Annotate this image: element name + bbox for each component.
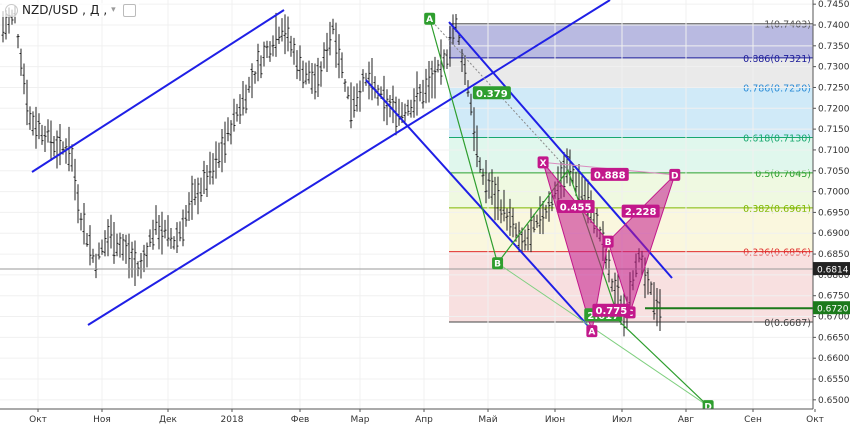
fib-zone [449,137,813,173]
price-axis-bg [813,0,850,426]
price-tick-label: 0.7250 [818,83,850,93]
price-axis[interactable]: 0.7450 0.7400 0.7350 0.7300 0.7250 0.7200 0.71… [812,0,850,426]
square-settings-icon[interactable] [122,3,136,17]
ratio-label: 0.379 [476,89,508,100]
pattern-point-marker [537,156,549,169]
fib-level-label: 0.382(0.6961) [743,204,811,215]
ratio-label-box [472,86,511,100]
abcd-connector [497,262,709,407]
time-tick-label: Май [478,415,497,425]
time-tick-label: Ноя [93,415,111,425]
timeframe[interactable]: Д [89,3,100,17]
price-tick-label: 0.7050 [818,167,850,177]
price-tick-label: 0.6650 [818,333,850,343]
price-tick-label: 0.7150 [818,125,850,135]
time-tick-label: Июн [545,415,565,425]
price-tick-label: 0.7450 [818,0,850,10]
fib-level-label: 0.886(0.7321) [743,54,811,65]
current-price-badge [813,262,850,276]
fib-level-label: 0.5(0.7045) [755,169,811,180]
pattern-point-label: D [704,403,711,413]
price-tick-label: 0.6500 [818,396,850,406]
pattern-point-label: A [426,15,433,25]
time-tick-label: Мар [351,415,370,425]
time-tick-label: Сен [744,415,762,425]
time-tick-label: Фев [291,415,310,425]
trend-line [365,79,591,329]
pattern-point-label: X [540,159,547,169]
trend-line [31,9,285,173]
pattern-point-marker [669,168,681,181]
time-tick-label: 2018 [221,415,244,425]
level-price-badge [813,301,850,315]
pattern-point-marker [586,325,598,338]
time-tick-label: Авг [678,415,694,425]
pattern-point-label: B [605,238,612,248]
fib-level-label: 0.618(0.7130) [743,133,811,144]
chevron-down-icon[interactable]: ▾ [111,5,116,15]
time-axis-bg [0,409,850,426]
fib-level-label: 0(0.6687) [764,318,811,329]
pattern-point-marker [492,257,504,270]
pattern-point-label: A [588,328,595,338]
ratio-label-box [556,199,595,213]
price-tick-label: 0.7100 [818,146,850,156]
ratio-label-box [592,303,631,317]
price-tick-label: 0.6900 [818,229,850,239]
current-price-label: 0.6814 [817,266,849,276]
ratio-label-box [621,204,660,218]
price-tick-label: 0.6700 [818,313,850,323]
pattern-point-label: B [494,260,501,270]
price-tick-label: 0.7200 [818,104,850,114]
ratio-label: 2.228 [625,207,657,218]
ratio-label: 0.775 [596,306,628,317]
pattern-point-label: D [671,171,678,181]
fib-level-label: 0.236(0.6856) [743,248,811,259]
trend-line [87,0,611,326]
time-axis[interactable]: Окт Ноя Дек 2018 Фев Мар Апр Май Июн Июл Авг Сен Окт [0,408,850,426]
fibonacci-retracement[interactable]: 1(0.7403)0.886(0.7321)0.786(0.7250)0.618… [449,20,813,329]
price-tick-label: 0.6800 [818,271,850,281]
fib-zone [449,23,813,58]
price-tick-label: 0.6750 [818,292,850,302]
price-tick-label: 0.6600 [818,354,850,364]
symbol-name[interactable]: NZD/USD [22,3,79,17]
level-price-label: 0.6720 [817,305,849,315]
price-tick-label: 0.7000 [818,188,850,198]
search-icon[interactable] [5,3,18,17]
price-tick-label: 0.7350 [818,42,850,52]
price-tick-label: 0.6850 [818,250,850,260]
ratio-label: 0.888 [594,170,626,181]
pattern-point-marker [602,235,614,248]
ratio-label-box [590,167,629,181]
time-tick-label: Окт [29,415,47,425]
pattern-point-marker [424,12,436,25]
time-tick-label: Окт [806,415,824,425]
price-tick-label: 0.7300 [818,63,850,73]
price-tick-label: 0.6550 [818,375,850,385]
ratio-label: 0.455 [560,202,592,213]
time-tick-label: Дек [159,415,178,425]
fib-level-label: 0.786(0.7250) [743,83,811,94]
price-tick-label: 0.6950 [818,208,850,218]
price-tick-label: 0.7400 [818,21,850,31]
symbol-header[interactable]: NZD/USD, Д, ▾ [2,3,139,17]
time-tick-label: Июл [612,415,632,425]
price-bars [1,5,662,337]
time-tick-label: Апр [415,415,433,425]
